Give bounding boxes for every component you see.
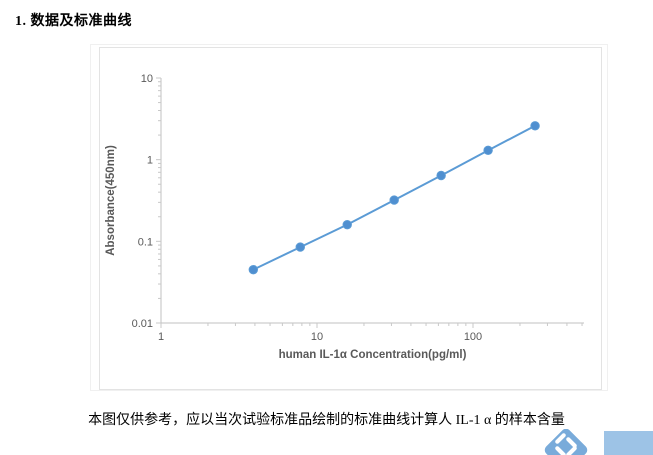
data-point-marker <box>436 170 446 181</box>
reference-note: 本图仅供参考，应以当次试验标准品绘制的标准曲线计算人 IL-1 α 的样本含量 <box>88 413 565 428</box>
page-title: 1. 数据及标准曲线 <box>15 14 132 29</box>
corner-accent-rect <box>604 431 653 455</box>
data-point-marker <box>483 145 493 156</box>
logo-diamond <box>544 429 588 455</box>
axes-lines <box>160 78 584 324</box>
chart-panel: 10 1 0.1 0.01 1 10 100 human IL-1α Concentratio… <box>90 44 608 391</box>
y-tick-label: 0.01 <box>132 318 153 330</box>
logo-bracket <box>555 446 566 455</box>
standard-curve-svg: 10 1 0.1 0.01 1 10 100 human IL-1α Concentratio… <box>105 73 584 361</box>
logo-bracket <box>566 446 577 455</box>
y-axis-title: Absorbance(450nm) <box>105 145 117 256</box>
x-tick-label: 100 <box>464 331 482 343</box>
data-point-marker <box>295 242 305 252</box>
data-point-marker <box>530 121 540 131</box>
chart-frame: 10 1 0.1 0.01 1 10 100 human IL-1α Concentratio… <box>99 47 602 390</box>
y-tick-label: 0.1 <box>138 236 153 248</box>
logo-bracket <box>566 437 577 448</box>
x-tick-label: 1 <box>158 331 164 343</box>
data-point-marker <box>248 264 259 275</box>
brand-logo-icon <box>544 429 588 455</box>
data-point-marker <box>389 195 399 205</box>
data-point-marker <box>342 219 352 230</box>
y-tick-label: 1 <box>147 155 153 167</box>
x-axis-title: human IL-1α Concentration(pg/ml) <box>279 349 467 361</box>
x-tick-label: 10 <box>311 331 323 343</box>
logo-bracket <box>555 433 566 444</box>
y-tick-label: 10 <box>141 73 153 85</box>
corner-rect <box>604 431 653 455</box>
